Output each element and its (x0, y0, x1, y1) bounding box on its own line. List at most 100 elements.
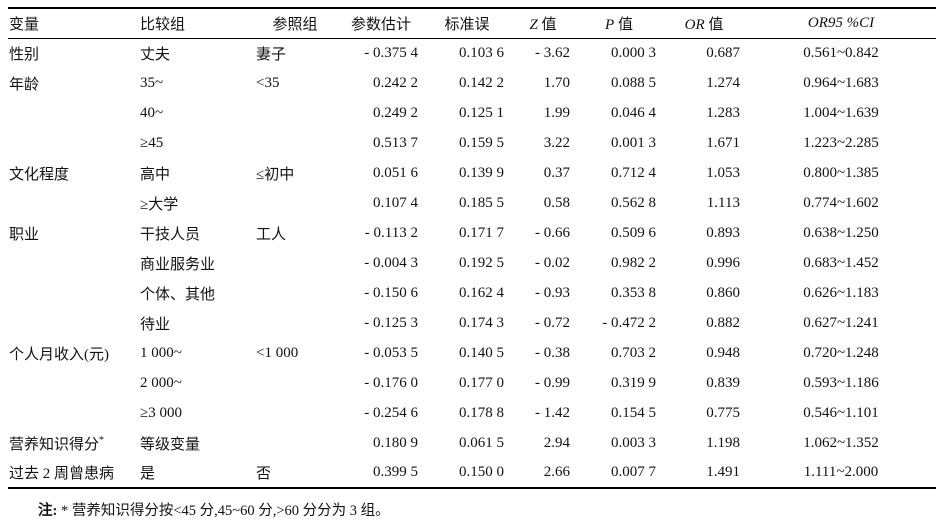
table-cell: 1.671 (706, 134, 740, 151)
header-italic: OR (684, 16, 705, 33)
table-cell: 高中 (140, 166, 171, 183)
header-text: 参照组 (272, 16, 318, 33)
table-cell (252, 98, 338, 128)
table-cell: 0.353 8 (611, 284, 656, 301)
table-cell: 1.113 (706, 194, 740, 211)
table-cell: 0.982 2 (611, 254, 656, 271)
table-cell: 0.996 (706, 254, 740, 271)
table-cell: 0.177 0 (459, 374, 504, 391)
table-row: 职业 干技人员 工人 - 0.113 2 0.171 7 - 0.66 0.509 6 0.8… (8, 218, 936, 248)
table-cell: 0.178 8 (459, 404, 504, 421)
table-cell: - 0.66 (535, 224, 570, 241)
table-cell: 0.774~1.602 (803, 194, 879, 211)
table-cell: 1.053 (706, 164, 740, 181)
table-cell: 0.142 2 (459, 74, 504, 91)
table-cell (252, 398, 338, 428)
table-cell: 1.99 (543, 104, 570, 121)
table-cell: 文化程度 (9, 166, 70, 183)
table-cell (252, 308, 338, 338)
table-cell: 0.001 3 (611, 134, 656, 151)
table-cell: 个人月收入(元) (9, 346, 109, 363)
table-row: 个人月收入(元) 1 000~ <1 000 - 0.053 5 0.140 5 - 0.… (8, 338, 936, 368)
table-cell: 0.399 5 (373, 464, 418, 480)
table-cell: 0.860 (706, 284, 740, 301)
header-text: 参数估计 (350, 16, 411, 33)
table-row: 商业服务业 - 0.004 3 0.192 5 - 0.02 0.982 2 0.996 0… (8, 248, 936, 278)
table-cell: 0.627~1.241 (803, 314, 879, 331)
table-cell (252, 128, 338, 158)
table-cell: 0.839 (706, 374, 740, 391)
table-cell: 0.159 5 (459, 134, 504, 151)
table-cell: - 0.254 6 (364, 404, 418, 421)
table-cell (252, 248, 338, 278)
column-header-z-value: Z 值 (510, 8, 576, 39)
column-header-p-value: P 值 (576, 8, 662, 39)
table-row: 个体、其他 - 0.150 6 0.162 4 - 0.93 0.353 8 0.860 0… (8, 278, 936, 308)
table-cell: 0.509 6 (611, 224, 656, 241)
table-cell: - 0.150 6 (364, 284, 418, 301)
table-cell: 丈夫 (140, 46, 171, 63)
table-cell: 否 (256, 466, 272, 482)
table-cell: - 0.38 (535, 344, 570, 361)
column-header-comparison-group: 比较组 (140, 8, 252, 39)
table-cell: - 0.99 (535, 374, 570, 391)
table-cell: 35~ (140, 74, 164, 91)
table-cell: 1 000~ (140, 344, 182, 361)
table-cell (8, 128, 140, 158)
table-cell: 营养知识得分* (9, 434, 105, 453)
table-cell: 个体、其他 (140, 286, 216, 303)
table-cell: ≥大学 (140, 196, 179, 213)
table-cell: 职业 (9, 226, 40, 243)
table-cell (252, 278, 338, 308)
table-row: ≥大学 0.107 4 0.185 5 0.58 0.562 8 1.113 0.774~1… (8, 188, 936, 218)
table-cell: 1.198 (706, 434, 740, 451)
table-footnote: 注: * 营养知识得分按<45 分,45~60 分,>60 分分为 3 组。 (38, 499, 944, 520)
table-cell: 0.185 5 (459, 194, 504, 211)
table-cell: - 0.176 0 (364, 374, 418, 391)
table-cell: 1.70 (543, 74, 570, 91)
table-cell: - 3.62 (535, 44, 570, 61)
table-cell: 2 000~ (140, 374, 182, 391)
table-cell: 妻子 (256, 46, 287, 63)
table-cell (252, 188, 338, 218)
column-header-parameter-estimate: 参数估计 (338, 8, 424, 39)
table-cell: 工人 (256, 226, 287, 243)
column-header-variable: 变量 (8, 8, 140, 39)
table-row: 年龄 35~ <35 0.242 2 0.142 2 1.70 0.088 5 1.274 0.… (8, 68, 936, 98)
table-row: 过去 2 周曾患病 是 否 0.399 5 0.150 0 2.66 0.007 7 1.49… (8, 458, 936, 488)
table-cell (8, 278, 140, 308)
table-cell: 0.546~1.101 (803, 404, 879, 421)
table-row: 待业 - 0.125 3 0.174 3 - 0.72 - 0.472 2 0.882 0.… (8, 308, 936, 338)
table-cell (8, 98, 140, 128)
table-row: 2 000~ - 0.176 0 0.177 0 - 0.99 0.319 9 0.839… (8, 368, 936, 398)
table-row: ≥45 0.513 7 0.159 5 3.22 0.001 3 1.671 1.223~2… (8, 128, 936, 158)
table-cell: 0.626~1.183 (803, 284, 879, 301)
table-cell: 0.712 4 (611, 164, 656, 181)
table-cell: 0.703 2 (611, 344, 656, 361)
table-cell: 0.150 0 (459, 464, 504, 480)
footnote-text: * 营养知识得分按<45 分,45~60 分,>60 分分为 3 组。 (57, 503, 390, 519)
column-header-reference-group: 参照组 (252, 8, 338, 39)
table-cell: 0.007 7 (611, 464, 656, 480)
table-cell: 0.154 5 (611, 404, 656, 421)
table-cell: - 0.125 3 (364, 314, 418, 331)
header-text: 值 (614, 16, 633, 33)
table-cell: - 0.113 2 (364, 224, 418, 241)
footnote-label: 注: (38, 503, 58, 519)
table-cell: <1 000 (256, 344, 299, 361)
table-cell: 0.061 5 (459, 434, 504, 451)
table-cell: 0.051 6 (373, 164, 418, 181)
table-cell: 0.139 9 (459, 164, 504, 181)
header-text: 值 (704, 16, 724, 33)
table-cell (8, 248, 140, 278)
table-cell: 0.562 8 (611, 194, 656, 211)
table-cell: 0.893 (706, 224, 740, 241)
table-cell: ≤初中 (256, 166, 295, 183)
header-text: 标准误 (444, 16, 490, 33)
table-cell: 0.174 3 (459, 314, 504, 331)
table-cell: 0.882 (706, 314, 740, 331)
table-cell: - 0.93 (535, 284, 570, 301)
table-cell: 0.964~1.683 (803, 74, 879, 91)
table-cell: 0.125 1 (459, 104, 504, 121)
table-cell: 过去 2 周曾患病 (9, 466, 115, 482)
